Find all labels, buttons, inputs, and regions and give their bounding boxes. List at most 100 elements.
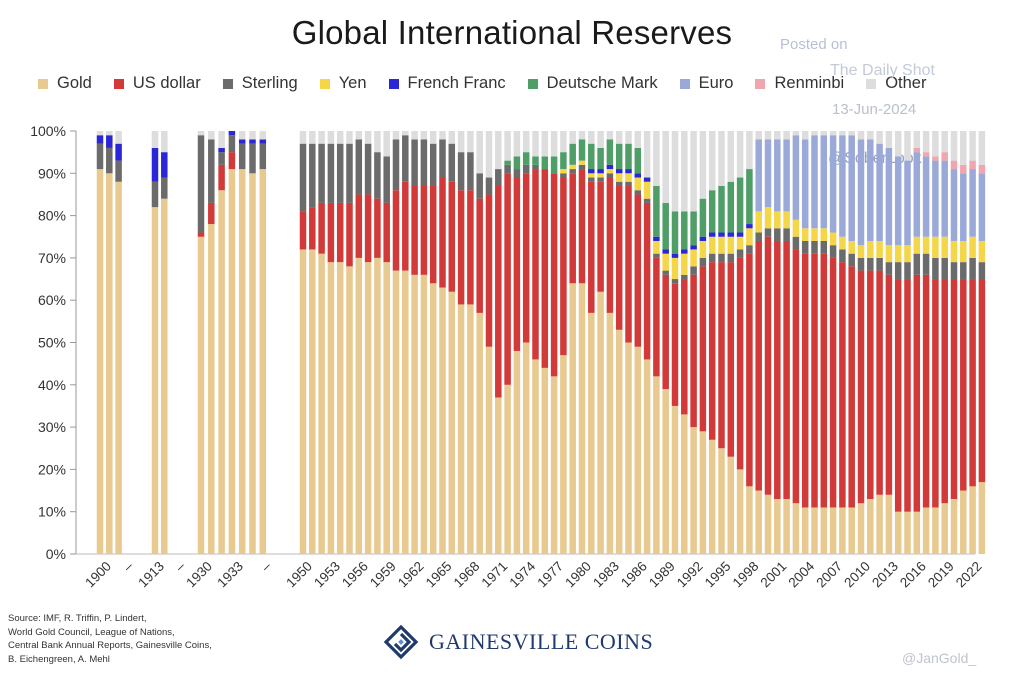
bar-column — [208, 131, 215, 554]
bar-segment — [457, 152, 465, 191]
bar-segment — [634, 194, 642, 347]
bar-segment — [932, 257, 939, 280]
bar-segment — [922, 507, 930, 554]
bar-column — [541, 131, 549, 554]
x-tick-label: 1913 — [135, 559, 167, 591]
bar-column — [978, 131, 986, 554]
bar-segment — [913, 274, 921, 512]
bar-segment — [894, 245, 902, 263]
legend-label: US dollar — [132, 74, 201, 92]
bar-segment — [318, 143, 325, 203]
legend-label: Deutsche Mark — [546, 74, 658, 92]
bar-segment — [402, 270, 409, 554]
bar-segment — [569, 164, 576, 170]
bar-column — [532, 131, 539, 554]
bar-segment — [764, 139, 772, 208]
bar-segment — [950, 499, 958, 554]
bar-segment — [913, 131, 921, 148]
bar-segment — [736, 236, 744, 250]
bar-segment — [699, 198, 707, 237]
bar-segment — [764, 228, 772, 237]
bar-segment — [662, 249, 669, 254]
legend-item: Yen — [319, 74, 367, 93]
bar-segment — [560, 131, 567, 153]
bar-segment — [801, 228, 809, 241]
bar-segment — [848, 135, 855, 241]
bar-segment — [197, 135, 205, 233]
bar-segment — [736, 177, 744, 233]
bar-segment — [774, 499, 781, 554]
bar-segment — [309, 249, 316, 554]
bar-segment — [857, 139, 865, 246]
bar-segment — [606, 139, 614, 165]
bar-segment — [383, 156, 390, 203]
bar-column — [569, 131, 576, 554]
bar-segment — [950, 169, 958, 241]
bar-segment — [876, 270, 883, 495]
legend-item: Renminbi — [755, 74, 844, 93]
x-tick-label: 1933 — [214, 559, 246, 591]
bar-segment — [653, 376, 660, 554]
bar-column — [876, 131, 883, 554]
bar-segment — [783, 240, 790, 500]
bar-segment — [485, 177, 493, 195]
bar-segment — [309, 207, 316, 250]
bar-segment — [336, 143, 344, 203]
bar-segment — [699, 266, 707, 432]
bar-segment — [653, 253, 660, 258]
bar-segment — [383, 262, 390, 554]
bar-segment — [457, 131, 465, 153]
y-tick-label: 30% — [38, 419, 66, 435]
bar-segment — [783, 139, 790, 212]
bar-segment — [690, 274, 697, 428]
bar-segment — [876, 143, 883, 241]
bar-segment — [932, 507, 939, 554]
bar-segment — [476, 173, 483, 199]
bar-segment — [327, 202, 335, 263]
bar-segment — [550, 156, 558, 174]
bar-segment — [829, 131, 837, 136]
bar-segment — [429, 131, 437, 144]
bar-segment — [218, 152, 225, 165]
bar-column — [606, 131, 614, 554]
bar-segment — [532, 156, 539, 165]
y-tick-label: 70% — [38, 250, 66, 266]
bar-segment — [588, 312, 595, 554]
bar-column — [318, 131, 325, 555]
bar-segment — [606, 312, 614, 554]
bar-segment — [411, 185, 418, 275]
bar-segment — [755, 211, 762, 233]
bar-segment — [238, 139, 246, 144]
stacked-bar-chart: 0%10%20%30%40%50%60%70%80%90%100%1900–19… — [30, 123, 986, 591]
bar-column — [299, 131, 307, 554]
bar-segment — [578, 283, 586, 554]
bar-segment — [894, 262, 902, 280]
bar-segment — [588, 131, 595, 144]
bar-column — [550, 131, 558, 554]
bar-segment — [699, 257, 707, 267]
bar-column — [829, 131, 837, 554]
bar-segment — [960, 164, 967, 174]
bar-segment — [848, 507, 855, 554]
bar-segment — [876, 240, 883, 258]
bar-segment — [634, 147, 642, 174]
legend-swatch — [527, 78, 538, 89]
bar-segment — [634, 173, 642, 178]
bar-segment — [820, 507, 828, 554]
bar-column — [774, 131, 781, 554]
bar-column — [96, 131, 104, 554]
bar-segment — [801, 507, 809, 554]
bar-segment — [690, 266, 697, 275]
bar-segment — [671, 283, 679, 406]
bar-segment — [634, 190, 642, 195]
bar-segment — [560, 177, 567, 356]
bar-segment — [249, 139, 256, 144]
bar-segment — [922, 274, 930, 508]
bar-segment — [671, 257, 679, 280]
bar-segment — [894, 131, 902, 157]
bar-segment — [941, 257, 948, 280]
bar-segment — [457, 190, 465, 305]
bar-column — [904, 131, 911, 554]
bar-column — [671, 131, 679, 554]
bar-segment — [960, 131, 967, 165]
